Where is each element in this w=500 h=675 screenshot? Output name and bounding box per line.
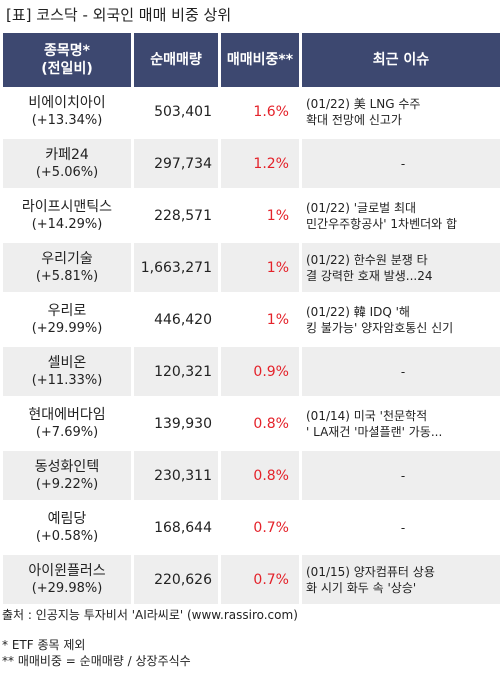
stock-change: (+5.81%)	[35, 268, 99, 284]
stock-name-cell: 셀비온 (+11.33%)	[3, 347, 131, 399]
stock-change: (+29.98%)	[31, 580, 103, 596]
stock-name-cell: 우리기술 (+5.81%)	[3, 243, 131, 295]
trade-ratio: 1%	[221, 191, 299, 243]
issue-line2: 킹 불가능' 양자암호통신 신기	[306, 320, 454, 335]
table-title: [표] 코스닥 - 외국인 매매 비중 상위	[6, 6, 232, 24]
stock-change: (+11.33%)	[31, 372, 103, 388]
issue-line2: ' LA재건 '마셜플랜' 가동...	[306, 424, 443, 439]
stock-name: 셀비온	[47, 354, 87, 371]
net-volume: 120,321	[134, 347, 218, 399]
stock-name-cell: 우리로 (+29.99%)	[3, 295, 131, 347]
stock-change: (+14.29%)	[31, 216, 103, 232]
stock-name-cell: 예림당 (+0.58%)	[3, 503, 131, 555]
stock-name: 비에이치아이	[28, 94, 106, 111]
stock-name: 아이윈플러스	[28, 562, 106, 579]
net-volume: 297,734	[134, 139, 218, 191]
header-row: 종목명* (전일비) 순매매량 매매비중** 최근 이슈	[3, 33, 500, 87]
table-row: 비에이치아이 (+13.34%) 503,401 1.6% (01/22) 美 LNG …	[3, 87, 500, 139]
trade-ratio: 1.6%	[221, 87, 299, 139]
stock-name: 우리로	[47, 302, 87, 319]
recent-issue-cell: -	[302, 347, 500, 399]
stock-name: 카페24	[45, 146, 89, 163]
issue-line1: -	[400, 468, 406, 483]
issue-line1: (01/14) 미국 '천문학적	[306, 408, 428, 423]
trade-ratio: 1.2%	[221, 139, 299, 191]
trade-ratio: 1%	[221, 295, 299, 347]
net-volume: 220,626	[134, 555, 218, 607]
issue-line1: -	[400, 156, 406, 171]
issue-line2: 확대 전망에 신고가	[306, 112, 402, 127]
issue-line1: (01/22) 美 LNG 수주	[306, 96, 421, 111]
recent-issue-cell: (01/15) 양자컴퓨터 상용 화 시기 화두 속 '상승'	[302, 555, 500, 607]
net-volume: 446,420	[134, 295, 218, 347]
trade-ratio: 0.9%	[221, 347, 299, 399]
table-row: 라이프시맨틱스 (+14.29%) 228,571 1% (01/22) '글로벌 최대…	[3, 191, 500, 243]
foreign-trading-table: 종목명* (전일비) 순매매량 매매비중** 최근 이슈 비에이치아이 (+13.…	[0, 33, 500, 607]
net-volume: 230,311	[134, 451, 218, 503]
stock-name-cell: 아이윈플러스 (+29.98%)	[3, 555, 131, 607]
table-row: 예림당 (+0.58%) 168,644 0.7% -	[3, 503, 500, 555]
stock-name: 동성화인텍	[34, 458, 100, 475]
issue-line1: -	[400, 520, 406, 535]
recent-issue-cell: -	[302, 451, 500, 503]
stock-name-cell: 비에이치아이 (+13.34%)	[3, 87, 131, 139]
table-row: 우리로 (+29.99%) 446,420 1% (01/22) 韓 IDQ '해 킹 불…	[3, 295, 500, 347]
trade-ratio: 0.8%	[221, 399, 299, 451]
issue-line1: (01/15) 양자컴퓨터 상용	[306, 564, 435, 579]
issue-line2: 화 시기 화두 속 '상승'	[306, 580, 417, 595]
stock-change: (+5.06%)	[35, 164, 99, 180]
stock-change: (+0.58%)	[35, 528, 99, 544]
recent-issue-cell: (01/22) 韓 IDQ '해 킹 불가능' 양자암호통신 신기	[302, 295, 500, 347]
header-name-line1: 종목명*	[44, 43, 90, 59]
stock-name: 현대에버다임	[28, 406, 106, 423]
stock-name: 라이프시맨틱스	[21, 198, 113, 215]
stock-name-cell: 라이프시맨틱스 (+14.29%)	[3, 191, 131, 243]
recent-issue-cell: -	[302, 503, 500, 555]
issue-line1: (01/22) 韓 IDQ '해	[306, 304, 410, 319]
net-volume: 168,644	[134, 503, 218, 555]
header-name: 종목명* (전일비)	[3, 33, 131, 87]
stock-name-cell: 현대에버다임 (+7.69%)	[3, 399, 131, 451]
table-row: 셀비온 (+11.33%) 120,321 0.9% -	[3, 347, 500, 399]
header-issue: 최근 이슈	[302, 33, 500, 87]
issue-line1: (01/22) '글로벌 최대	[306, 200, 417, 215]
stock-name-cell: 동성화인텍 (+9.22%)	[3, 451, 131, 503]
recent-issue-cell: (01/22) '글로벌 최대 민간우주항공사' 1차벤더와 합	[302, 191, 500, 243]
header-net-volume: 순매매량	[134, 33, 218, 87]
table-row: 동성화인텍 (+9.22%) 230,311 0.8% -	[3, 451, 500, 503]
issue-line2: 민간우주항공사' 1차벤더와 합	[306, 216, 458, 231]
source-note: 출처 : 인공지능 투자비서 'AI라씨로' (www.rassiro.com)	[2, 608, 298, 622]
table-row: 현대에버다임 (+7.69%) 139,930 0.8% (01/14) 미국 '천문학…	[3, 399, 500, 451]
stock-name: 우리기술	[41, 250, 93, 267]
stock-change: (+13.34%)	[31, 112, 103, 128]
issue-line1: (01/22) 한수원 분쟁 타	[306, 252, 428, 267]
header-name-line2: (전일비)	[41, 61, 93, 77]
footnote-etf: * ETF 종목 제외	[2, 638, 86, 652]
stock-name: 예림당	[47, 510, 87, 527]
stock-change: (+29.99%)	[31, 320, 103, 336]
trade-ratio: 1%	[221, 243, 299, 295]
table-row: 아이윈플러스 (+29.98%) 220,626 0.7% (01/15) 양자컴퓨터 …	[3, 555, 500, 607]
issue-line1: -	[400, 364, 406, 379]
trade-ratio: 0.8%	[221, 451, 299, 503]
recent-issue-cell: -	[302, 139, 500, 191]
stock-change: (+9.22%)	[35, 476, 99, 492]
stock-name-cell: 카페24 (+5.06%)	[3, 139, 131, 191]
recent-issue-cell: (01/22) 美 LNG 수주 확대 전망에 신고가	[302, 87, 500, 139]
net-volume: 228,571	[134, 191, 218, 243]
trade-ratio: 0.7%	[221, 555, 299, 607]
footnote-ratio: ** 매매비중 = 순매매량 / 상장주식수	[2, 654, 191, 668]
recent-issue-cell: (01/14) 미국 '천문학적 ' LA재건 '마셜플랜' 가동...	[302, 399, 500, 451]
header-ratio: 매매비중**	[221, 33, 299, 87]
trade-ratio: 0.7%	[221, 503, 299, 555]
net-volume: 1,663,271	[134, 243, 218, 295]
stock-change: (+7.69%)	[35, 424, 99, 440]
issue-line2: 결 강력한 호재 발생...24	[306, 268, 433, 283]
net-volume: 139,930	[134, 399, 218, 451]
net-volume: 503,401	[134, 87, 218, 139]
table-row: 카페24 (+5.06%) 297,734 1.2% -	[3, 139, 500, 191]
